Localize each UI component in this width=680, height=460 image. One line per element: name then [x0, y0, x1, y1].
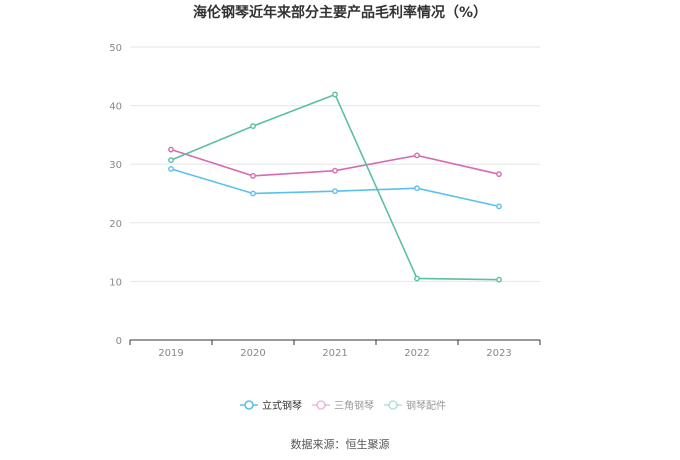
legend-item[interactable]: 三角钢琴 — [312, 399, 374, 412]
y-tick-label: 30 — [109, 160, 122, 171]
legend-label: 立式钢琴 — [262, 399, 302, 412]
data-point[interactable] — [496, 276, 502, 283]
data-point[interactable] — [496, 171, 502, 178]
chart-title: 海伦钢琴近年来部分主要产品毛利率情况（%） — [193, 4, 487, 21]
x-tick-label: 2022 — [404, 348, 429, 359]
legend: 立式钢琴 三角钢琴 钢琴配件 — [240, 399, 446, 412]
legend-label: 钢琴配件 — [406, 399, 446, 412]
data-point[interactable] — [414, 275, 420, 282]
data-point[interactable] — [332, 91, 338, 98]
data-point[interactable] — [332, 188, 338, 195]
series-lines — [168, 91, 502, 283]
x-tick-label: 2023 — [486, 348, 511, 359]
data-point[interactable] — [168, 157, 174, 163]
x-tick-label: 2021 — [322, 348, 347, 359]
data-point[interactable] — [168, 146, 174, 153]
data-point[interactable] — [332, 167, 338, 174]
data-point[interactable] — [250, 190, 256, 197]
data-point[interactable] — [414, 185, 420, 192]
legend-marker-icon — [244, 400, 254, 410]
grid-lines — [130, 46, 540, 282]
axes: 0 10 20 30 40 50 2019 2020 2021 2022 2023 — [109, 43, 541, 359]
data-source-note: 数据来源：恒生聚源 — [291, 437, 390, 451]
series-line-3 — [170, 93, 500, 281]
data-point[interactable] — [168, 165, 174, 172]
legend-label: 三角钢琴 — [334, 399, 374, 412]
legend-marker-icon — [388, 400, 398, 410]
y-tick-label: 20 — [109, 219, 122, 230]
x-tick-label: 2019 — [158, 348, 183, 359]
legend-marker-icon — [316, 400, 326, 410]
data-point[interactable] — [414, 152, 420, 159]
y-tick-label: 0 — [116, 336, 122, 347]
data-point[interactable] — [496, 203, 502, 210]
y-tick-label: 40 — [109, 102, 122, 113]
y-tick-label: 10 — [109, 277, 122, 288]
legend-item[interactable]: 立式钢琴 — [240, 399, 302, 412]
data-point[interactable] — [250, 123, 256, 130]
legend-item[interactable]: 钢琴配件 — [384, 399, 446, 412]
x-tick-label: 2020 — [240, 348, 265, 359]
data-point[interactable] — [250, 173, 256, 179]
y-tick-label: 50 — [109, 43, 122, 54]
series-line-1 — [170, 168, 500, 208]
